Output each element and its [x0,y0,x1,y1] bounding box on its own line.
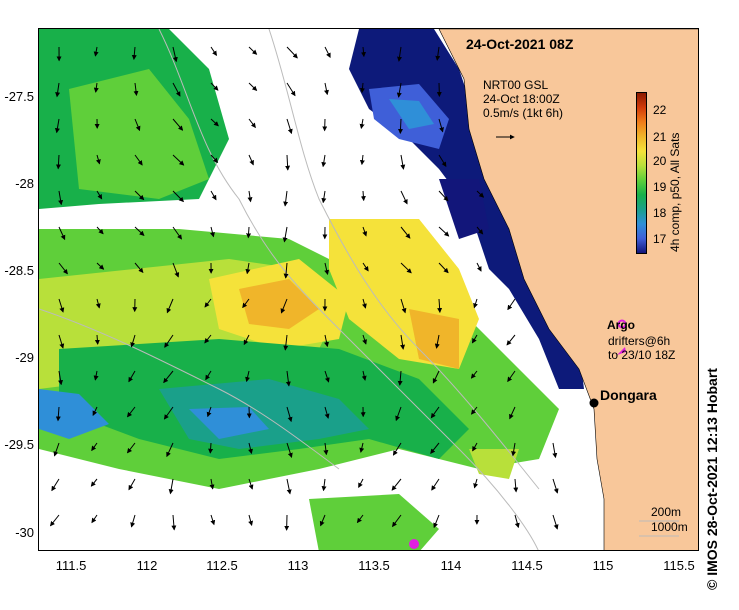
current-vector [507,335,515,345]
current-vector [129,479,135,490]
colorbar-label: 4h comp, p50, All Sats [668,92,688,252]
current-vector [211,515,214,525]
current-vector [362,155,363,164]
colorbar-tick-label: 22 [653,103,666,117]
sst-map [38,28,699,551]
product-time: 24-Oct 18:00Z [483,92,560,106]
current-vector [400,119,401,133]
x-tick-label: 115 [593,558,614,573]
current-vector [132,515,136,527]
current-vector [432,479,439,490]
current-vector [553,515,557,529]
current-vector [285,191,287,206]
current-vector [553,479,557,493]
current-vector [249,83,257,90]
argo-float-marker [409,539,419,549]
current-vector [249,119,255,127]
x-tick-label: 113.5 [358,558,390,573]
x-tick-label: 113 [288,558,309,573]
current-vector [401,155,404,169]
current-vector [474,299,477,308]
current-vector [287,47,297,58]
colorbar-tick-label: 21 [653,130,666,144]
current-vector [434,515,439,527]
current-vector [210,443,211,453]
dongara-label: Dongara [600,387,657,403]
current-vector [363,191,364,200]
current-vector [401,191,407,204]
map-canvas [39,29,699,551]
y-tick-label: -28.5 [0,263,34,278]
current-vector [248,227,249,238]
current-vector [287,479,290,494]
current-vector [211,47,217,55]
current-vector [173,515,174,530]
contour-label-200m: 200m [651,505,681,519]
colorbar-tick-label: 17 [653,232,666,246]
x-tick-label: 115.5 [663,558,695,573]
drifter-legend-line2: to 23/10 18Z [608,348,675,362]
current-vector [439,227,449,236]
current-vector [477,263,481,271]
current-vector [211,191,216,200]
current-vector [287,155,288,170]
current-vector [249,515,252,525]
y-tick-label: -27.5 [0,89,34,104]
argo-legend-label: Argo [607,318,635,332]
current-vector [249,191,251,202]
current-vector [51,515,60,526]
dongara-marker [590,399,599,408]
y-tick-label: -30 [0,525,34,540]
colorbar [636,92,647,254]
current-vector [515,479,516,492]
current-vector [287,119,292,133]
x-tick-label: 111.5 [56,558,87,573]
current-vector [359,479,363,487]
x-tick-label: 114 [441,558,462,573]
current-vector [249,155,253,165]
current-vector [52,479,59,491]
current-vector [324,479,326,490]
y-tick-label: -28 [0,176,34,191]
y-tick-label: -29 [0,350,34,365]
x-tick-label: 114.5 [511,558,543,573]
current-vector [475,479,478,488]
current-vector [325,47,330,57]
current-vector [323,155,325,166]
map-title: 24-Oct-2021 08Z [466,36,573,52]
current-vector [323,191,325,202]
credit-text: © IMOS 28-Oct-2021 12:13 Hobart [704,590,724,610]
current-vector [92,515,97,523]
current-vector [392,479,401,490]
current-vector [361,119,363,128]
x-tick-label: 112 [137,558,158,573]
drifter-legend-line1: drifters@6h [608,334,670,348]
product-name: NRT00 GSL [483,78,548,92]
current-vector [325,83,327,94]
colorbar-tick-label: 19 [653,180,666,194]
current-vector [508,299,515,310]
current-vector [91,479,97,486]
colorbar-tick-label: 20 [653,154,666,168]
current-vector [553,443,556,457]
colorbar-tick-label: 18 [653,206,666,220]
y-tick-label: -29.5 [0,437,34,452]
contour-label-1000m: 1000m [651,520,688,534]
vector-scale-label: 0.5m/s (1kt 6h) [483,106,563,120]
current-vector [170,479,173,494]
current-vector [249,47,257,54]
current-vector [97,335,98,344]
x-tick-label: 112.5 [206,558,238,573]
